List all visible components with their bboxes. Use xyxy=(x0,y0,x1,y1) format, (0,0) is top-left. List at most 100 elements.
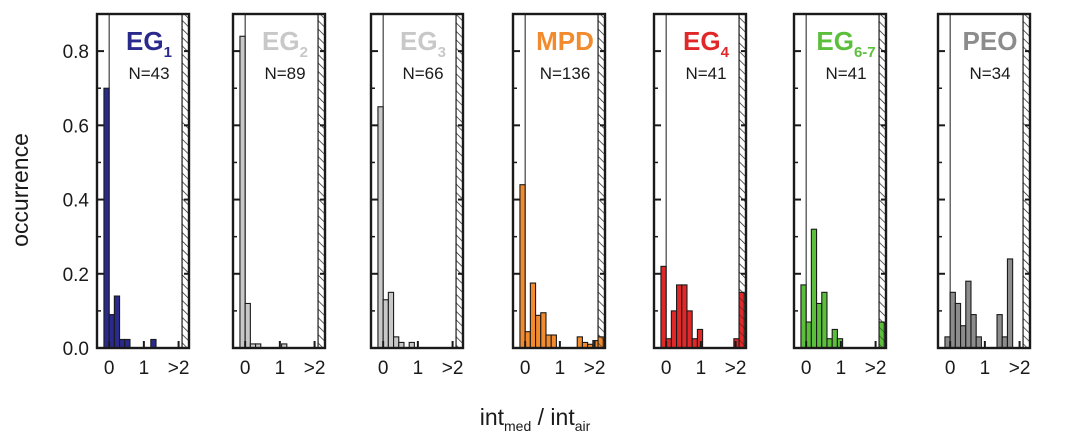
panel-n-label: N=136 xyxy=(540,64,591,83)
panel-title-sub: 4 xyxy=(721,44,730,61)
x-label-sub-1: med xyxy=(504,418,531,434)
histogram-bar xyxy=(686,310,693,349)
panel-title-sub: 3 xyxy=(438,44,446,61)
y-tick-label: 0.4 xyxy=(63,191,90,212)
x-tick-label: 0 xyxy=(520,358,531,379)
panel-title-main: EG xyxy=(126,26,164,56)
histogram-bar xyxy=(960,325,967,349)
histogram-bar xyxy=(949,291,956,349)
histogram-bar xyxy=(550,334,557,349)
histogram-bar xyxy=(681,284,688,349)
x-tick-label: >2 xyxy=(442,358,464,379)
histogram-panel: 0 1 >2 PEO N=34 xyxy=(936,12,1032,379)
x-tick-label: 1 xyxy=(275,358,286,379)
histogram-panel: 0 1 >2 EG3 N=66 xyxy=(369,12,465,379)
histogram-bar xyxy=(529,282,537,349)
panel-title-main: EG xyxy=(262,26,300,56)
histogram-panel: 0 1 >2 EG2 N=89 xyxy=(231,12,327,379)
x-tick-label: 0 xyxy=(378,358,389,379)
x-tick-label: >2 xyxy=(584,358,606,379)
y-tick-label: 0.8 xyxy=(63,42,89,63)
histogram-bar xyxy=(810,228,818,349)
overflow-region xyxy=(879,14,886,348)
panel-title: EG3 xyxy=(400,26,446,61)
histogram-bar xyxy=(831,328,838,349)
panel-title-sub: 6-7 xyxy=(854,44,876,61)
x-tick-label: >2 xyxy=(304,358,326,379)
panel-title-main: EG xyxy=(683,26,721,56)
histogram-bar-hatch xyxy=(879,322,885,348)
histogram-bar-hatch xyxy=(739,292,745,348)
histogram-bar xyxy=(377,106,384,349)
panel-n-label: N=34 xyxy=(969,64,1010,83)
x-label-main-2: int xyxy=(550,404,575,430)
panel-n-label: N=43 xyxy=(128,64,169,83)
panel-title: EG1 xyxy=(126,26,172,61)
histogram-bar xyxy=(970,314,977,349)
histogram-bar xyxy=(996,314,1003,349)
x-tick-label: 0 xyxy=(801,358,812,379)
x-axis-label: intmed / intair xyxy=(480,404,591,434)
histogram-bar xyxy=(393,336,400,349)
histogram-bar xyxy=(954,302,962,349)
histogram-bar xyxy=(150,338,157,349)
x-tick-label: >2 xyxy=(1009,358,1031,379)
histogram-bar xyxy=(124,338,131,349)
histogram-bar xyxy=(826,338,833,349)
x-tick-label: 1 xyxy=(696,358,707,379)
panel-title: EG6-7 xyxy=(816,26,875,61)
histogram-bar xyxy=(119,338,126,349)
histogram-bar xyxy=(670,310,678,349)
histogram-bar xyxy=(1006,258,1014,349)
x-tick-label: 1 xyxy=(139,358,150,379)
x-tick-label: 0 xyxy=(945,358,956,379)
x-label-separator: / xyxy=(531,404,550,430)
histogram-bar xyxy=(519,184,526,349)
histogram-bar xyxy=(676,284,683,349)
histogram-bar xyxy=(535,314,542,349)
panel-n-label: N=41 xyxy=(825,64,866,83)
panel-title-main: EG xyxy=(400,26,438,56)
x-tick-label: >2 xyxy=(865,358,887,379)
histogram-panel: 0 1 >2 MPD N=136 xyxy=(511,12,607,379)
panel-title: MPD xyxy=(536,26,594,56)
x-tick-label: 1 xyxy=(413,358,424,379)
histogram-bar xyxy=(975,336,982,349)
x-tick-label: 0 xyxy=(240,358,251,379)
histogram-bar xyxy=(103,87,110,349)
x-tick-label: >2 xyxy=(725,358,747,379)
panel-title: EG2 xyxy=(262,26,308,61)
panel-title-main: MPD xyxy=(536,26,594,56)
histogram-bar xyxy=(821,291,828,349)
panel-title-main: EG xyxy=(816,26,854,56)
histogram-bar xyxy=(382,299,389,349)
x-tick-label: 1 xyxy=(980,358,991,379)
histogram-panel: 0 1 >2 EG4 N=41 xyxy=(652,12,748,379)
overflow-region xyxy=(1023,14,1030,348)
panel-title: EG4 xyxy=(683,26,730,61)
x-label-sub-2: air xyxy=(575,418,591,434)
x-tick-label: 0 xyxy=(104,358,115,379)
histogram-bar xyxy=(691,338,698,349)
y-axis-label: occurrence xyxy=(7,133,33,247)
histogram-bar xyxy=(545,334,552,349)
y-tick-label: 0.2 xyxy=(63,265,89,286)
x-label-main-1: int xyxy=(480,404,505,430)
x-tick-label: 1 xyxy=(555,358,566,379)
x-tick-label: 0 xyxy=(661,358,672,379)
panel-n-label: N=66 xyxy=(402,64,443,83)
histogram-bar-hatch xyxy=(598,336,604,348)
overflow-region xyxy=(456,14,463,348)
panel-title-sub: 1 xyxy=(164,44,172,61)
x-tick-label: 1 xyxy=(836,358,847,379)
histogram-bar xyxy=(576,336,583,349)
histogram-panel: 0 1 >2 EG6-7 N=41 xyxy=(792,12,888,379)
histogram-bar xyxy=(113,295,121,349)
histogram-bar xyxy=(965,280,972,349)
histogram-bar xyxy=(816,302,823,349)
histogram-bar xyxy=(1001,336,1008,349)
overflow-region xyxy=(598,14,605,348)
overflow-region xyxy=(182,14,189,348)
